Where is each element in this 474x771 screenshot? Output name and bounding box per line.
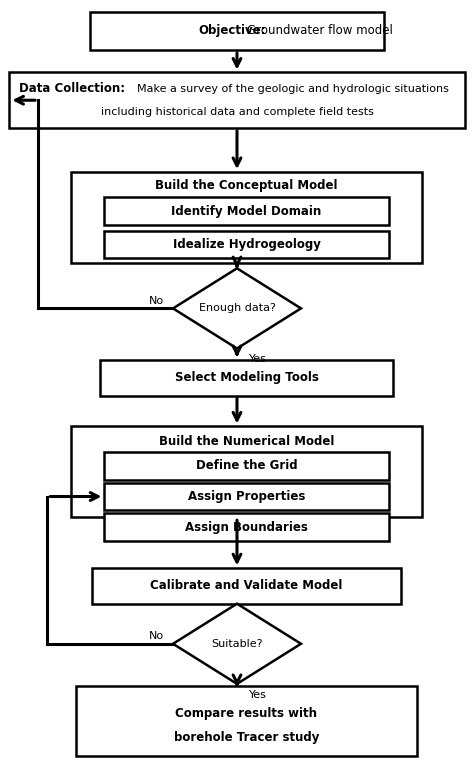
Text: Make a survey of the geologic and hydrologic situations: Make a survey of the geologic and hydrol… <box>137 84 449 93</box>
Bar <box>104 231 389 258</box>
Bar <box>104 197 389 225</box>
Bar <box>71 426 422 517</box>
Text: Calibrate and Validate Model: Calibrate and Validate Model <box>150 580 343 592</box>
Text: Build the Numerical Model: Build the Numerical Model <box>159 435 334 447</box>
Bar <box>90 12 384 50</box>
Bar <box>104 513 389 541</box>
Bar <box>71 172 422 263</box>
Text: Identify Model Domain: Identify Model Domain <box>172 205 321 217</box>
Text: No: No <box>148 296 164 305</box>
Text: Define the Grid: Define the Grid <box>196 460 297 472</box>
Bar <box>100 360 393 396</box>
Text: Yes: Yes <box>249 355 267 364</box>
Text: Suitable?: Suitable? <box>211 639 263 648</box>
Text: including historical data and complete field tests: including historical data and complete f… <box>100 107 374 116</box>
Text: Enough data?: Enough data? <box>199 304 275 313</box>
Text: Compare results with: Compare results with <box>175 707 318 719</box>
Polygon shape <box>173 604 301 684</box>
Bar <box>104 452 389 480</box>
Bar <box>76 686 417 756</box>
Text: borehole Tracer study: borehole Tracer study <box>174 732 319 744</box>
Text: Groundwater flow model: Groundwater flow model <box>247 25 393 37</box>
Text: Select Modeling Tools: Select Modeling Tools <box>174 372 319 384</box>
Bar <box>9 72 465 128</box>
Text: Data Collection:: Data Collection: <box>19 82 125 95</box>
Bar <box>104 483 389 510</box>
Text: Yes: Yes <box>249 690 267 699</box>
Text: Assign Boundaries: Assign Boundaries <box>185 521 308 534</box>
Text: Objective:: Objective: <box>199 25 266 37</box>
Text: Idealize Hydrogeology: Idealize Hydrogeology <box>173 238 320 251</box>
Text: No: No <box>148 631 164 641</box>
Polygon shape <box>173 268 301 348</box>
Text: Build the Conceptual Model: Build the Conceptual Model <box>155 179 338 191</box>
Text: Assign Properties: Assign Properties <box>188 490 305 503</box>
Bar <box>92 568 401 604</box>
